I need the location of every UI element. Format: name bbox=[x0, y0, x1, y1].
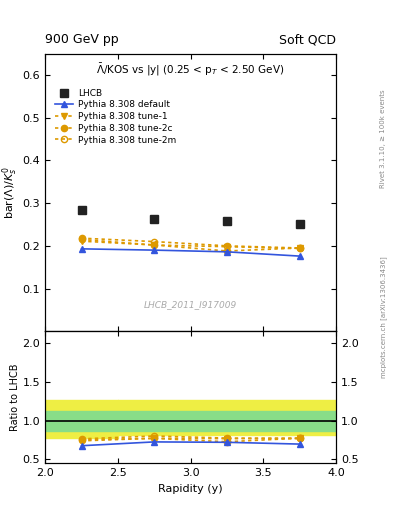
Pythia 8.308 tune-2m bbox=[79, 235, 84, 241]
Text: Rivet 3.1.10, ≥ 100k events: Rivet 3.1.10, ≥ 100k events bbox=[380, 89, 386, 187]
Pythia 8.308 tune-2c bbox=[225, 248, 230, 254]
LHCB bbox=[152, 216, 156, 222]
Text: Soft QCD: Soft QCD bbox=[279, 33, 336, 46]
Line: Pythia 8.308 default: Pythia 8.308 default bbox=[79, 246, 303, 259]
Pythia 8.308 tune-2m bbox=[152, 239, 156, 245]
Pythia 8.308 tune-2c bbox=[79, 237, 84, 243]
Bar bbox=[45, 411, 336, 431]
Text: LHCB_2011_I917009: LHCB_2011_I917009 bbox=[144, 300, 237, 309]
Line: Pythia 8.308 tune-2c: Pythia 8.308 tune-2c bbox=[79, 237, 303, 254]
Pythia 8.308 default bbox=[298, 253, 302, 259]
Pythia 8.308 default bbox=[79, 246, 84, 252]
Pythia 8.308 tune-2c bbox=[298, 245, 302, 251]
Pythia 8.308 tune-2m bbox=[298, 245, 302, 251]
Y-axis label: Ratio to LHCB: Ratio to LHCB bbox=[10, 364, 20, 431]
LHCB bbox=[298, 221, 302, 227]
Pythia 8.308 tune-2m bbox=[225, 243, 230, 249]
LHCB bbox=[225, 218, 230, 224]
Pythia 8.308 tune-1 bbox=[298, 245, 302, 251]
Line: Pythia 8.308 tune-1: Pythia 8.308 tune-1 bbox=[79, 238, 303, 251]
Y-axis label: bar($\Lambda$)/$K^0_s$: bar($\Lambda$)/$K^0_s$ bbox=[0, 166, 20, 219]
Pythia 8.308 tune-1 bbox=[152, 242, 156, 248]
X-axis label: Rapidity (y): Rapidity (y) bbox=[158, 484, 223, 494]
Pythia 8.308 tune-1 bbox=[79, 238, 84, 244]
Text: $\bar{\Lambda}$/KOS vs |y| (0.25 < p$_T$ < 2.50 GeV): $\bar{\Lambda}$/KOS vs |y| (0.25 < p$_T$… bbox=[96, 62, 285, 78]
Line: LHCB: LHCB bbox=[77, 205, 304, 228]
LHCB bbox=[79, 206, 84, 212]
Pythia 8.308 default bbox=[225, 249, 230, 255]
Pythia 8.308 default bbox=[152, 247, 156, 253]
Pythia 8.308 tune-2c bbox=[152, 242, 156, 248]
Text: 900 GeV pp: 900 GeV pp bbox=[45, 33, 119, 46]
Line: Pythia 8.308 tune-2m: Pythia 8.308 tune-2m bbox=[79, 235, 303, 251]
Legend: LHCB, Pythia 8.308 default, Pythia 8.308 tune-1, Pythia 8.308 tune-2c, Pythia 8.: LHCB, Pythia 8.308 default, Pythia 8.308… bbox=[53, 86, 179, 147]
Pythia 8.308 tune-1 bbox=[225, 244, 230, 250]
Text: mcplots.cern.ch [arXiv:1306.3436]: mcplots.cern.ch [arXiv:1306.3436] bbox=[380, 257, 387, 378]
